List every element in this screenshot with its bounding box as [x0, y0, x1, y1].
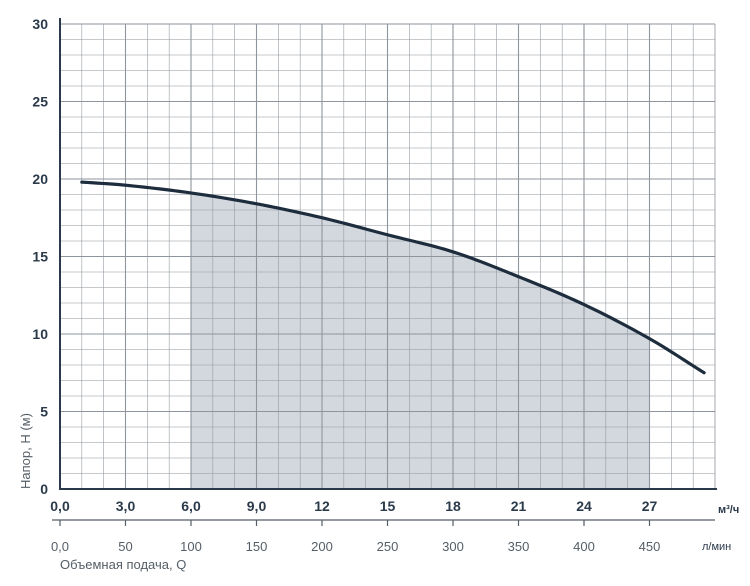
y-tick-label: 20	[32, 171, 48, 187]
x2-tick-label: 100	[180, 539, 202, 554]
y-tick-label: 25	[32, 94, 48, 110]
x2-tick-label: 0,0	[51, 539, 69, 554]
x2-tick-label: 350	[508, 539, 530, 554]
x2-tick-label: 450	[639, 539, 661, 554]
performance-curve	[80, 180, 706, 375]
x2-tick-label: 50	[118, 539, 132, 554]
x-tick-label: 15	[380, 498, 396, 514]
x-tick-label: 24	[576, 498, 592, 514]
y-tick-label: 5	[40, 404, 48, 420]
x-tick-label: 0,0	[50, 498, 70, 514]
curve-layer	[80, 180, 706, 375]
x2-tick-label: 150	[246, 539, 268, 554]
y-tick-label: 0	[40, 481, 48, 497]
x2-tick-label: 300	[442, 539, 464, 554]
y-axis-title: Напор, Н (м)	[18, 413, 33, 489]
grid	[60, 23, 716, 489]
x-tick-label: 18	[445, 498, 461, 514]
labels: 0 5 10 15 20 25 30 0,0 3,0 6,0 9,0 12 15 18 21 24 27 м³/ч…	[18, 16, 739, 572]
x-unit-primary: м³/ч	[718, 504, 739, 516]
x-tick-label: 3,0	[116, 498, 136, 514]
x2-tick-label: 250	[377, 539, 399, 554]
y-tick-label: 10	[32, 326, 48, 342]
operating-range-fill	[191, 192, 650, 489]
y-tick-label: 30	[32, 16, 48, 32]
x-tick-label: 27	[642, 498, 658, 514]
axes	[52, 18, 717, 526]
x-tick-label: 9,0	[247, 498, 267, 514]
x-tick-label: 12	[314, 498, 330, 514]
x-tick-label: 21	[511, 498, 527, 514]
operating-range-area	[191, 192, 650, 489]
x-axis-title: Объемная подача, Q	[60, 557, 186, 572]
x-unit-secondary: л/мин	[702, 541, 731, 553]
x-tick-label: 6,0	[181, 498, 201, 514]
x2-tick-label: 200	[311, 539, 333, 554]
y-tick-label: 15	[32, 249, 48, 265]
x2-tick-label: 400	[573, 539, 595, 554]
